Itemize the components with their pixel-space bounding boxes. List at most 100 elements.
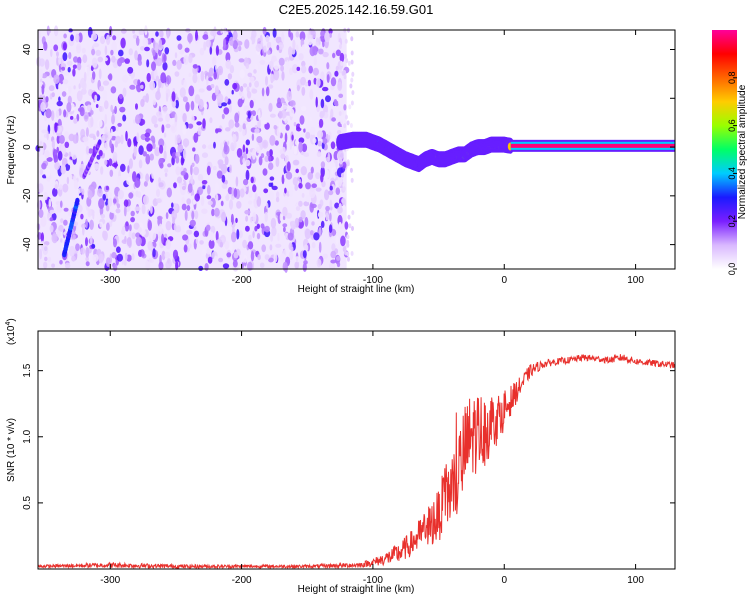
spectrogram-noise-cell bbox=[104, 45, 108, 56]
spectrogram-noise-cell bbox=[192, 64, 198, 69]
spectrogram-noise-cell bbox=[188, 123, 194, 129]
spectrogram-noise-cell bbox=[214, 182, 219, 193]
spectrogram-noise-cell bbox=[143, 181, 148, 187]
spectrogram-noise-cell bbox=[260, 40, 264, 50]
spectrogram-noise-cell bbox=[151, 115, 158, 125]
spectrogram-noise-cell bbox=[308, 65, 314, 74]
spectrogram-noise-cell bbox=[225, 52, 231, 63]
spectrogram-noise-cell bbox=[128, 48, 133, 56]
spectrogram-noise-cell bbox=[175, 156, 180, 164]
spectrogram-noise-cell bbox=[175, 166, 181, 176]
spectrogram-noise-cell bbox=[48, 198, 52, 208]
spectrogram-noise-cell bbox=[100, 166, 104, 175]
spectrogram-noise-cell bbox=[221, 174, 226, 183]
spectrogram-noise-cell bbox=[123, 259, 127, 266]
spectrogram-noise-cell bbox=[135, 103, 138, 110]
spectrogram-noise-cell bbox=[181, 185, 186, 191]
spectrogram-noise-cell bbox=[310, 203, 317, 209]
spectrogram-noise-cell bbox=[301, 143, 308, 152]
spectrogram-noise-cell bbox=[44, 150, 50, 159]
spectrogram-noise-cell bbox=[187, 183, 193, 194]
spectrogram-noise-cell bbox=[109, 169, 114, 177]
spectrogram-noise-cell bbox=[209, 117, 213, 124]
spectrogram-noise-cell bbox=[223, 27, 227, 35]
spectrogram-noise-cell bbox=[121, 225, 126, 236]
spectrogram-noise-cell bbox=[251, 148, 256, 160]
spectrogram-noise-cell bbox=[245, 147, 249, 155]
spectrogram-noise-cell bbox=[38, 209, 44, 218]
spectrogram-noise-cell bbox=[47, 28, 52, 34]
spectrogram-noise-cell bbox=[45, 108, 52, 119]
spectrogram-noise-cell bbox=[249, 76, 255, 83]
snr-y-ticks: 0.5 1.0 1.5 bbox=[22, 363, 675, 510]
spectrogram-noise-cell bbox=[41, 73, 48, 79]
spectrogram-noise-cell bbox=[225, 122, 229, 128]
spectrogram-noise-cell bbox=[114, 141, 119, 148]
spectrogram-noise-cell bbox=[298, 137, 305, 144]
spectrogram-noise-cell bbox=[209, 46, 213, 55]
spectrogram-noise-cell bbox=[73, 118, 78, 124]
spectrogram-noise-cell bbox=[269, 244, 273, 251]
spectrogram-noise-cell bbox=[271, 40, 277, 49]
spectrogram-noise-cell bbox=[312, 45, 318, 56]
spectrogram-noise-cell bbox=[116, 203, 121, 209]
spectrogram-noise-cell bbox=[73, 175, 76, 182]
spectrogram-noise-cell bbox=[331, 243, 336, 251]
spectrogram-noise-cell bbox=[343, 123, 347, 129]
spectrogram-noise-cell bbox=[227, 73, 233, 80]
spectrogram-noise-cell bbox=[250, 176, 254, 184]
spectrogram-noise-cell bbox=[219, 142, 224, 151]
spectrogram-noise-cell bbox=[258, 156, 263, 166]
spectrogram-noise-cell bbox=[309, 188, 316, 199]
spectrogram-noise-cell bbox=[76, 90, 83, 102]
spectrogram-noise-cell bbox=[163, 143, 167, 152]
spectrogram-noise-cell bbox=[154, 171, 161, 177]
spectrogram-noise-cell bbox=[228, 199, 234, 210]
spectrogram-noise-cell bbox=[315, 172, 321, 180]
spectrogram-noise-cell bbox=[129, 224, 132, 232]
spectrogram-noise-cell bbox=[292, 39, 296, 50]
spectrogram-noise-cell bbox=[342, 161, 347, 169]
spectrogram-noise-cell bbox=[124, 252, 128, 261]
spectrogram-noise-cell bbox=[273, 69, 280, 81]
spectrogram-noise-cell bbox=[242, 128, 246, 137]
spectrogram-noise-cell bbox=[91, 48, 96, 56]
spectrogram-noise-cell bbox=[57, 150, 63, 161]
spectrogram-noise-cell bbox=[119, 106, 126, 113]
spectrogram-noise-cell bbox=[292, 63, 298, 74]
spectrogram-noise-cell bbox=[49, 217, 54, 222]
spectrogram-noise-cell bbox=[163, 150, 167, 161]
spectrogram-noise-cell bbox=[255, 43, 262, 52]
spectrogram-noise-cell bbox=[252, 212, 257, 223]
spectrogram-noise-cell bbox=[80, 213, 84, 220]
spectrogram-noise-cell bbox=[81, 188, 85, 195]
spectrogram-noise-cell bbox=[256, 223, 260, 229]
spectrogram-noise-cell bbox=[194, 153, 200, 164]
spectrogram-noise-cell bbox=[245, 139, 250, 146]
spectrogram-noise-cell bbox=[145, 153, 151, 165]
spectrogram-noise-cell bbox=[247, 261, 253, 271]
spectrogram-noise-cell bbox=[88, 148, 94, 154]
spectrogram-noise-cell bbox=[156, 111, 162, 117]
spectrogram-noise-cell bbox=[127, 165, 130, 174]
spectrogram-noise-cell bbox=[179, 183, 183, 189]
spectrogram-noise-cell bbox=[344, 38, 348, 44]
spectrogram-noise-cell bbox=[186, 205, 191, 211]
spectrogram-noise-cell bbox=[239, 69, 245, 79]
spectrogram-noise-cell bbox=[247, 241, 254, 250]
spectrogram-noise-cell bbox=[232, 82, 238, 90]
spectrogram-noise-cell bbox=[39, 168, 44, 175]
spectrogram-noise-cell bbox=[170, 126, 176, 131]
spectrogram-noise-cell bbox=[335, 49, 341, 57]
spectrogram-noise-cell bbox=[337, 214, 343, 226]
spectrogram-noise-cell bbox=[256, 196, 262, 207]
spectrogram-noise-cell bbox=[160, 72, 167, 84]
spectrogram-noise-cell bbox=[145, 251, 152, 260]
spectrogram-noise-cell bbox=[141, 203, 146, 215]
spectrogram-noise-cell bbox=[92, 29, 96, 36]
spectrogram-noise-cell bbox=[199, 240, 204, 245]
spectrogram-noise-cell bbox=[174, 52, 178, 59]
snr-x-axis-label: Height of straight line (km) bbox=[298, 584, 415, 595]
spectrogram-noise-cell bbox=[93, 163, 100, 171]
signal-band-core bbox=[510, 143, 675, 148]
